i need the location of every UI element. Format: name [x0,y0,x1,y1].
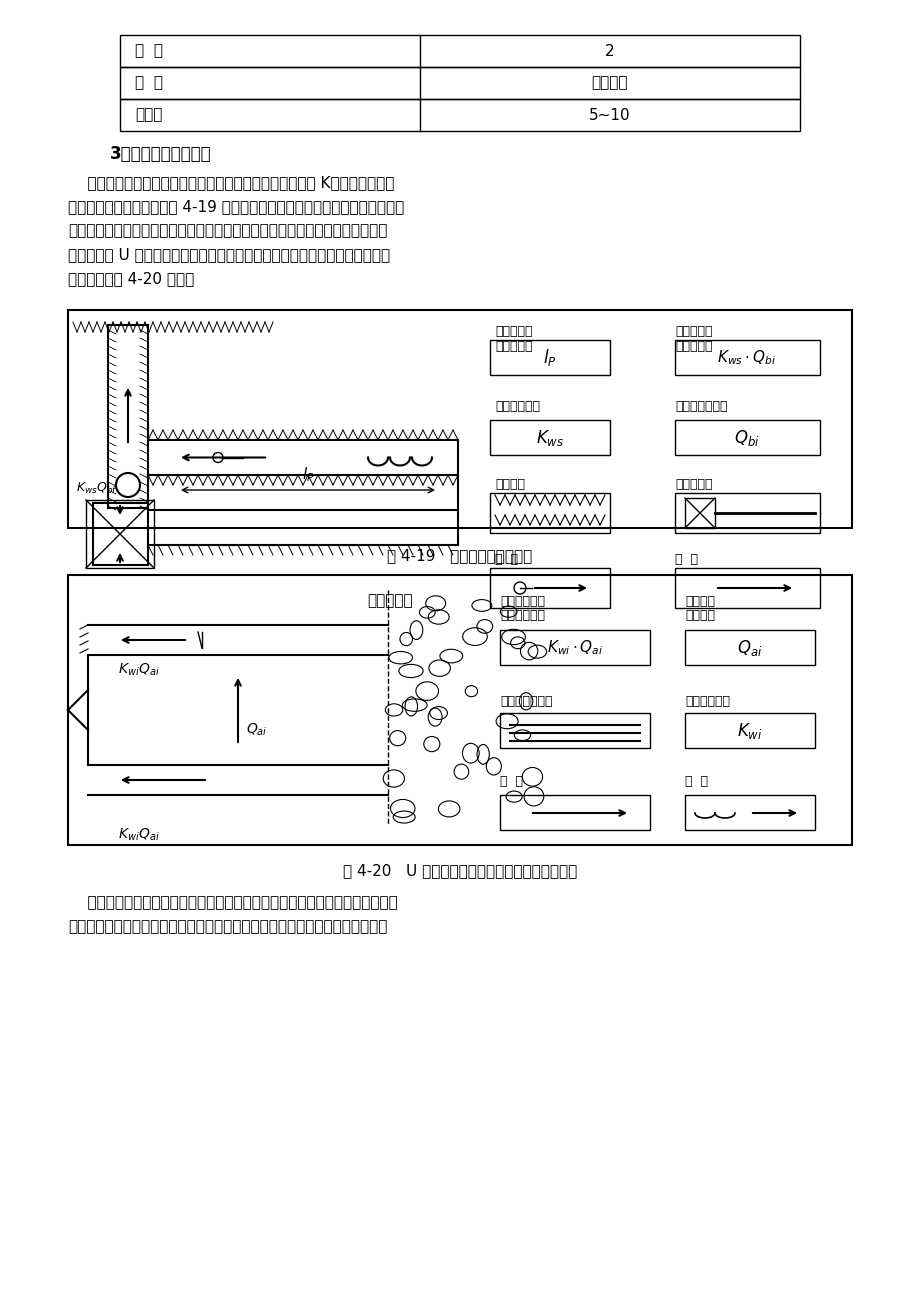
Bar [685,497,714,529]
Text: 在各个用风地点，将各用风点计算的风员值乘以备用系数 K，就是配给用风: 在各个用风地点，将各用风点计算的风员值乘以备用系数 K，就是配给用风 [68,174,394,190]
Text: 巷实际需风量: 巷实际需风量 [499,609,544,622]
Bar [675,340,819,375]
Text: 局扇进风侧: 局扇进风侧 [675,326,711,339]
Text: 5~10: 5~10 [588,108,630,122]
Text: $K_{wi}$: $K_{wi}$ [736,721,762,741]
Text: $K_{ws}Q_{bf}$: $K_{ws}Q_{bf}$ [76,480,118,496]
Text: 掘进巷道: 掘进巷道 [494,478,525,491]
Text: 工作面实: 工作面实 [685,595,714,608]
Text: 际需风里: 际需风里 [685,609,714,622]
Text: 乏  风: 乏 风 [494,553,517,566]
Text: 得到未分风前那一条风路的风量，作为该风路的风量，直至确定进风井简的总进: 得到未分风前那一条风路的风量，作为该风路的风量，直至确定进风井简的总进 [68,919,387,934]
Bar [499,796,650,829]
Text: 风量备用系数: 风量备用系数 [685,695,729,708]
Text: 巷道风配里: 巷道风配里 [675,340,711,353]
Text: 基本不漏: 基本不漏 [591,76,628,91]
Bar [490,493,609,533]
Bar [685,713,814,749]
Bar [675,568,819,608]
Text: 从各个用风地点开始，逆风流方向而上，遇分风点则加上其他风路的分风量，: 从各个用风地点开始，逆风流方向而上，遇分风点则加上其他风路的分风量， [68,894,397,910]
Text: 风  墙: 风 墙 [135,76,163,91]
Text: 3）矿井风量分配方法: 3）矿井风量分配方法 [110,145,211,163]
Text: $K_{ws} \cdot Q_{bi}$: $K_{ws} \cdot Q_{bi}$ [717,349,776,367]
Bar [490,421,609,454]
Text: 风  门: 风 门 [135,43,163,59]
Bar [675,421,819,454]
Text: 2: 2 [605,43,614,59]
Text: 风筒出口至: 风筒出口至 [494,326,532,339]
Bar [499,713,650,749]
Bar [499,630,650,665]
Text: 局扇及风筒: 局扇及风筒 [675,478,711,491]
Text: 的风量只配给各自计算的风量，由备用系数舰定的风量应考虑从来空区漏走的风: 的风量只配给各自计算的风量，由备用系数舰定的风量应考虑从来空区漏走的风 [68,223,387,238]
Text: 地点所在巷道的风量，如图 4-19 所示掘进巷道配风量的确定。但是采煤工作面: 地点所在巷道的风量，如图 4-19 所示掘进巷道配风量的确定。但是采煤工作面 [68,199,403,214]
Text: $Q_{ai}$: $Q_{ai}$ [736,638,762,658]
Bar [685,630,814,665]
Text: $Q_{ai}$: $Q_{ai}$ [245,721,267,738]
Text: $K_{wi} Q_{ai}$: $K_{wi} Q_{ai}$ [118,827,160,844]
Text: 新  风: 新 风 [675,553,698,566]
Text: $l_P$: $l_P$ [542,348,556,368]
Text: 图 4-20   U 形通风工作面及上、下平巷风量的确定: 图 4-20 U 形通风工作面及上、下平巷风量的确定 [343,863,576,878]
Text: 风流停滞区: 风流停滞区 [367,592,413,608]
Text: 采空区: 采空区 [135,108,162,122]
Bar [685,796,814,829]
Text: $K_{wi} \cdot Q_{ai}$: $K_{wi} \cdot Q_{ai}$ [546,639,603,658]
Text: $l_P$: $l_P$ [301,466,314,484]
Bar [675,493,819,533]
Text: 用系数，如图 4-20 所示。: 用系数，如图 4-20 所示。 [68,271,194,286]
Text: 工作面上下平: 工作面上下平 [499,595,544,608]
Text: $K_{ws}$: $K_{ws}$ [535,428,563,448]
Bar [85,500,153,568]
Bar [490,568,609,608]
Bar [490,340,609,375]
Text: 工作面上下平巷: 工作面上下平巷 [499,695,552,708]
Text: 局扇实际吸风量: 局扇实际吸风量 [675,400,727,413]
Text: $K_{wi} Q_{ai}$: $K_{wi} Q_{ai}$ [118,661,160,678]
Text: 乏  风: 乏 风 [685,775,708,788]
Text: $Q_{bi}$: $Q_{bi}$ [733,428,759,448]
Text: 风量备用系数: 风量备用系数 [494,400,539,413]
Text: 量。因此在 U 形通风的上平巷和下平巷的风量是采煤工作面的计算风量乘以备: 量。因此在 U 形通风的上平巷和下平巷的风量是采煤工作面的计算风量乘以备 [68,247,390,262]
Text: 图 4-19   掘进巷道配风量确定: 图 4-19 掘进巷道配风量确定 [387,548,532,562]
Text: 新  风: 新 风 [499,775,522,788]
Text: 迎头的距离: 迎头的距离 [494,340,532,353]
